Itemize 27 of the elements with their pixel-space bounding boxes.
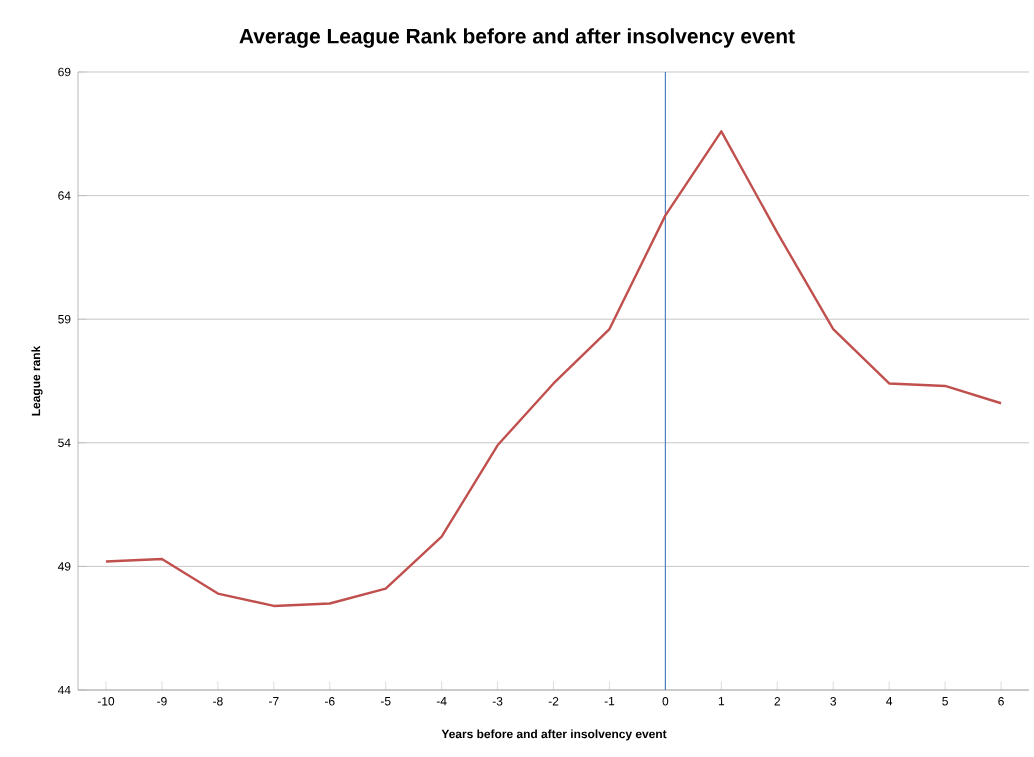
x-tick-label: -9 xyxy=(157,697,167,706)
line-series xyxy=(104,130,1003,608)
x-tick-label: -4 xyxy=(436,697,447,706)
x-tick-label: -8 xyxy=(213,697,223,706)
x-tick-label: 4 xyxy=(886,697,893,706)
y-tick-label: 49 xyxy=(57,562,71,571)
y-tick-label: 54 xyxy=(58,438,71,447)
y-tick-label: 69 xyxy=(58,67,71,77)
x-tick-label: -2 xyxy=(548,697,559,706)
x-tick-label: 0 xyxy=(662,697,669,706)
y-tick-label: 64 xyxy=(58,191,71,200)
y-tick-label: 59 xyxy=(58,314,71,324)
x-tick-label: -6 xyxy=(324,697,335,706)
x-tick-label: -1 xyxy=(604,697,615,706)
x-tick-label: 5 xyxy=(942,697,948,706)
x-tick-label: -7 xyxy=(269,697,279,706)
x-tick-label: -10 xyxy=(97,697,115,706)
chart-title: Average League Rank before and after insolvency event xyxy=(239,28,795,48)
x-axis-title: Years before and after insolvency event xyxy=(441,729,667,741)
y-tick-label: 44 xyxy=(57,685,71,695)
y-axis-title: League rank xyxy=(31,345,43,416)
x-tick-label: 2 xyxy=(774,697,781,706)
x-tick-label: 6 xyxy=(998,697,1004,706)
x-tick-label: -5 xyxy=(380,697,391,706)
x-tick-label: 1 xyxy=(718,697,725,706)
x-tick-label: -3 xyxy=(492,697,503,706)
x-tick-label: 3 xyxy=(830,697,837,706)
